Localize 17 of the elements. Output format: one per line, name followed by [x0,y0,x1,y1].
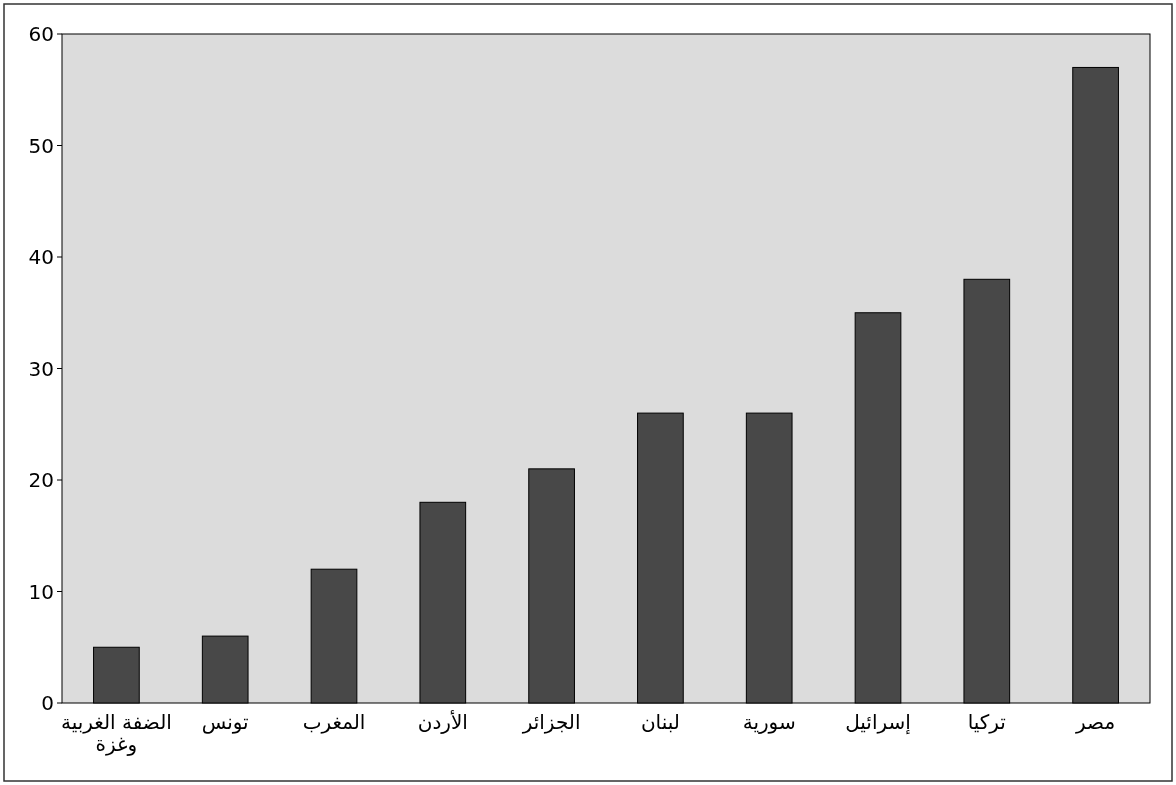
xtick: مصر [1076,710,1116,734]
ytick: 40 [28,245,54,269]
ytick: 60 [28,22,54,46]
ytick: 30 [28,356,54,381]
xtick: لبنان [640,710,680,734]
xtick: تركيا [967,710,1006,734]
ytick: 20 [28,468,54,492]
ytick: 50 [28,133,54,158]
xtick: الضفة الغربية وغزة [60,710,172,756]
xtick: سورية [742,710,796,734]
ytick: 10 [28,579,54,604]
xtick: الجزائر [522,710,581,734]
xtick: المغرب [302,710,366,734]
xtick: تونس [201,710,249,734]
xtick: الأردن [417,710,468,734]
xtick: إسرائيل [845,710,911,734]
ytick: 0 [41,691,54,715]
